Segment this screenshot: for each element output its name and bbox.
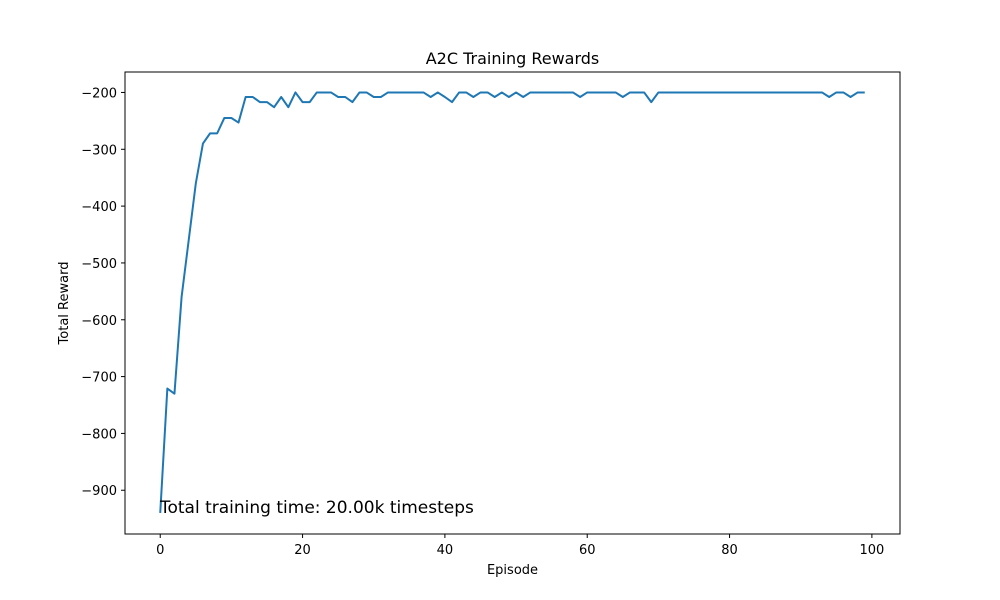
y-tick-label: −800 [81,427,117,442]
y-tick-label: −600 [81,314,117,329]
y-axis-label: Total Reward [57,262,72,346]
x-axis-label: Episode [487,563,538,578]
x-tick-label: 0 [156,543,164,558]
training-time-annotation: Total training time: 20.00k timesteps [159,498,474,518]
x-tick-label: 80 [721,543,738,558]
y-tick-label: −900 [81,484,117,499]
chart-title: A2C Training Rewards [426,49,600,68]
axis-ticks: 0 20 40 60 80 100 −900 −800 −700 −600 −500 −400 −300… [81,86,884,558]
y-tick-label: −500 [81,257,117,272]
axes-frame [124,71,901,535]
y-tick-label: −300 [81,143,117,158]
plot-area [159,91,865,514]
y-tick-label: −200 [81,86,117,101]
x-tick-label: 60 [579,543,596,558]
reward-series-line [159,91,865,514]
x-tick-label: 20 [294,543,311,558]
x-tick-label: 40 [437,543,454,558]
x-tick-label: 100 [859,543,884,558]
y-tick-label: −700 [81,371,117,386]
y-tick-label: −400 [81,200,117,215]
